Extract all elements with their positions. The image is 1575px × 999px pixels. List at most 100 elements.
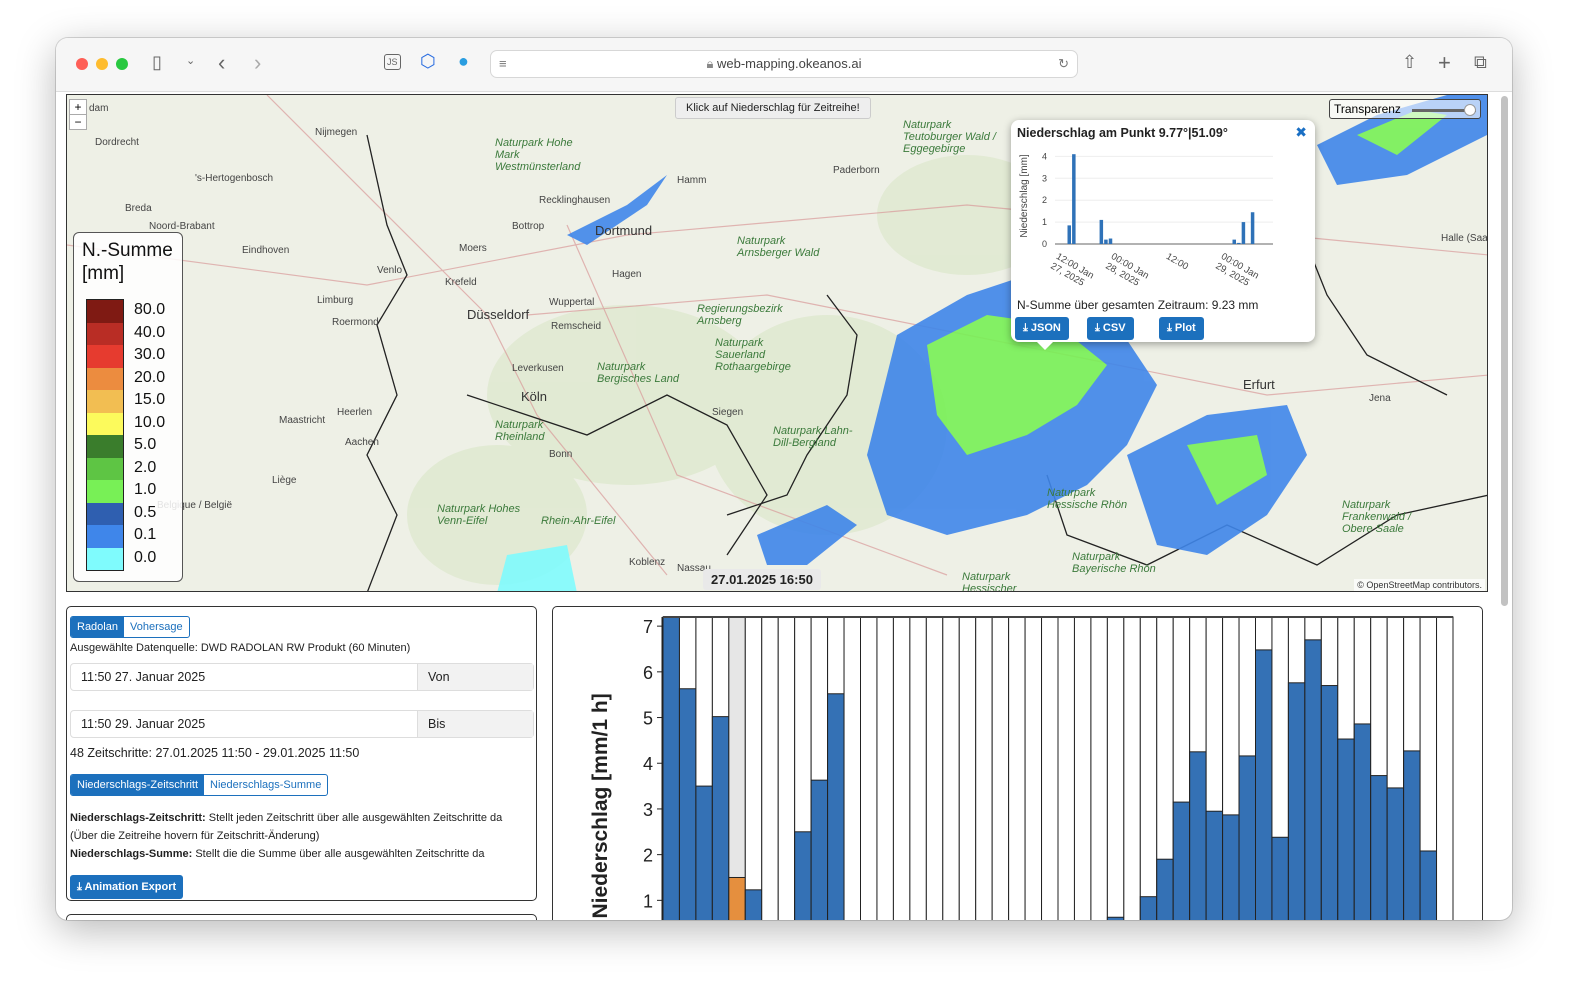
download-json-button[interactable]: ⤓ JSON	[1015, 317, 1069, 340]
new-tab-icon[interactable]: +	[1438, 50, 1451, 75]
source-tabs: Radolan Vohersage	[70, 616, 190, 638]
bar	[1353, 723, 1372, 920]
bar-column-bg	[876, 616, 894, 920]
legend-swatch	[87, 345, 123, 368]
transparency-slider-handle[interactable]	[1463, 104, 1476, 116]
map-place-label: Paderborn	[833, 165, 880, 176]
address-bar[interactable]: ≡ 🔒︎ web-mapping.okeanos.ai ↻	[490, 50, 1078, 78]
tab-radolan[interactable]: Radolan	[71, 617, 124, 637]
close-window-button[interactable]	[76, 58, 88, 70]
to-date-field[interactable]: 11:50 29. Januar 2025 Bis	[70, 710, 534, 738]
y-tick-label: 2	[643, 846, 653, 866]
bar-column-bg	[1436, 616, 1454, 920]
bar-column-bg	[761, 616, 779, 920]
transparency-slider[interactable]	[1412, 104, 1476, 116]
download-csv-button[interactable]: ⤓ CSV	[1087, 317, 1134, 340]
button-label: JSON	[1030, 322, 1061, 334]
transparency-label: Transparenz	[1334, 102, 1401, 116]
map-hint: Klick auf Niederschlag für Zeitreihe!	[675, 97, 871, 119]
bar	[1337, 738, 1355, 920]
animation-export-button[interactable]: ⤓ Animation Export	[70, 875, 184, 899]
bar	[1403, 750, 1421, 920]
popup-title: Niederschlag am Punkt 9.77°|51.09°	[1017, 126, 1228, 140]
controls-panel: Radolan Vohersage Ausgewählte Datenquell…	[66, 606, 537, 901]
bar	[1370, 775, 1388, 920]
y-axis-label: Ø Niederschlag [mm/1 h]	[589, 693, 612, 920]
map-place-label: Roermond	[332, 317, 379, 328]
button-label: Animation Export	[84, 881, 177, 893]
js-extension-icon[interactable]: JS	[384, 54, 401, 70]
y-tick-label: 3	[1042, 173, 1047, 183]
bar	[1139, 896, 1158, 920]
map-place-label: Breda	[125, 203, 152, 214]
ghost-extension-icon[interactable]: ●	[458, 51, 469, 71]
cube-extension-icon[interactable]: ⬡	[420, 51, 436, 71]
map-place-label: Bottrop	[512, 221, 545, 232]
download-plot-button[interactable]: ⤓ Plot	[1159, 317, 1204, 340]
map-place-label: Naturpark Bayerische Rhön	[1072, 551, 1156, 575]
reader-icon[interactable]: ≡	[499, 56, 507, 71]
chevron-down-icon[interactable]: ⌄	[186, 55, 196, 67]
bar	[1271, 836, 1289, 920]
desc-text: Stellt jeden Zeitschritt über alle ausge…	[205, 812, 503, 824]
bar	[1108, 238, 1113, 244]
map-place-label: Naturpark Frankenwald / Obere Saale	[1342, 499, 1412, 535]
url-text: web-mapping.okeanos.ai	[716, 56, 862, 71]
zoom-in-button[interactable]: +	[70, 100, 86, 115]
bar	[1104, 239, 1108, 244]
bar	[1172, 801, 1191, 920]
legend-swatch	[87, 412, 123, 435]
forward-icon[interactable]: ›	[254, 50, 262, 75]
bar	[1419, 850, 1438, 920]
sidebar-icon[interactable]: ▯	[152, 52, 162, 72]
bar	[711, 716, 730, 920]
map-place-label: Naturpark Bergisches Land	[597, 361, 679, 385]
bar	[695, 785, 713, 920]
bar	[1238, 755, 1257, 920]
bar	[744, 889, 763, 920]
y-tick-label: 5	[643, 709, 653, 729]
map-place-label: Wuppertal	[549, 297, 595, 308]
popup-sum-text: N-Summe über gesamten Zeitraum: 9.23 mm	[1017, 298, 1259, 312]
map-place-label: Hamm	[677, 175, 707, 186]
map[interactable]: dam Dordrecht Nijmegen 's-Hertogenbosch Bred…	[66, 94, 1488, 592]
from-date-field[interactable]: 11:50 27. Januar 2025 Von	[70, 663, 534, 691]
page-scrollbar[interactable]	[1501, 96, 1508, 606]
button-label: Plot	[1174, 322, 1196, 334]
reload-icon[interactable]: ↻	[1058, 56, 1069, 71]
bar-column-bg	[1123, 616, 1141, 920]
legend-swatch	[87, 322, 123, 345]
map-attribution[interactable]: © OpenStreetMap contributors.	[1354, 579, 1485, 591]
tab-vorhersage[interactable]: Vohersage	[129, 621, 183, 633]
area-mean-bar-chart[interactable]: 1 2 3 4 5 6 7 Ø Niederschlag [mm/1 h]	[553, 607, 1482, 920]
bar-column-bg	[1041, 616, 1059, 920]
legend-label: 30.0	[134, 346, 166, 363]
maximize-window-button[interactable]	[116, 58, 128, 70]
map-place-label: Heerlen	[337, 407, 373, 418]
legend-swatch	[87, 457, 123, 480]
zoom-out-button[interactable]: −	[74, 115, 82, 129]
map-place-label: Naturpark Arnsberger Wald	[737, 235, 820, 259]
map-place-label: Maastricht	[279, 415, 326, 426]
bar	[1156, 858, 1174, 920]
map-place-label: Remscheid	[551, 321, 602, 332]
bar-column-bg	[942, 616, 960, 920]
bar-column-bg	[860, 616, 878, 920]
bar-column-bg	[991, 616, 1010, 920]
download-icon: ⤓	[1023, 322, 1031, 334]
tab-niederschlags-summe[interactable]: Niederschlags-Summe	[210, 779, 322, 791]
bar	[1072, 154, 1076, 244]
tab-niederschlags-zeitschritt[interactable]: Niederschlags-Zeitschritt	[71, 775, 205, 795]
map-timestamp: 27.01.2025 16:50	[703, 569, 821, 590]
close-popup-icon[interactable]: ✖	[1295, 124, 1307, 140]
map-place-label: Liège	[272, 475, 297, 486]
y-tick-label: 4	[643, 754, 653, 774]
tabs-overview-icon[interactable]: ⧉	[1474, 52, 1487, 72]
bar-column-bg	[1057, 616, 1075, 920]
map-place-label: Dortmund	[595, 223, 653, 238]
back-icon[interactable]: ‹	[218, 50, 226, 75]
bar-column-bg	[975, 616, 993, 920]
share-icon[interactable]: ⇧	[1402, 52, 1418, 72]
map-place-label: Venlo	[377, 265, 403, 276]
minimize-window-button[interactable]	[96, 58, 108, 70]
